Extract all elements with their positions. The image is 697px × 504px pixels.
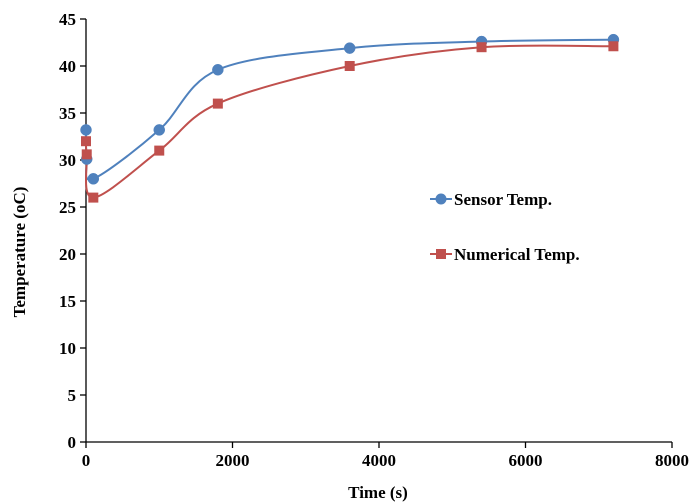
axes [85, 19, 672, 443]
data-point [87, 173, 100, 185]
data-point [154, 145, 165, 156]
x-tick-label: 0 [82, 451, 91, 470]
y-tick-label: 40 [59, 57, 76, 76]
x-tick-label: 8000 [655, 451, 689, 470]
legend-item: Numerical Temp. [430, 245, 580, 264]
legend-label: Numerical Temp. [454, 245, 580, 264]
y-tick-label: 5 [68, 386, 77, 405]
legend-marker [435, 193, 447, 205]
legend-label: Sensor Temp. [454, 190, 552, 209]
y-axis-ticks: 0 5 10 15 20 25 30 35 40 45 [59, 10, 86, 452]
y-tick-label: 45 [59, 10, 76, 29]
data-point [88, 192, 99, 203]
data-point [81, 149, 92, 160]
data-point [153, 124, 165, 136]
data-point [344, 61, 355, 71]
data-point [343, 42, 356, 54]
y-axis-title: Temperature (oC) [10, 187, 29, 318]
x-tick-label: 4000 [362, 451, 396, 470]
series-line-0 [84, 38, 614, 181]
x-axis-title: Time (s) [348, 483, 408, 502]
legend-marker [436, 249, 446, 259]
x-axis-ticks: 0 2000 4000 6000 8000 [82, 442, 689, 470]
series-points [80, 33, 620, 203]
y-tick-label: 15 [59, 292, 76, 311]
data-point [476, 42, 487, 53]
data-point [212, 98, 223, 109]
data-point [212, 64, 224, 76]
data-point [608, 41, 619, 52]
y-tick-label: 10 [59, 339, 76, 358]
data-point [81, 136, 91, 147]
y-tick-label: 25 [59, 198, 76, 217]
x-tick-label: 2000 [216, 451, 250, 470]
data-point [80, 124, 92, 136]
y-tick-label: 0 [68, 433, 77, 452]
y-tick-label: 20 [59, 245, 76, 264]
legend-item: Sensor Temp. [430, 190, 552, 209]
y-tick-label: 35 [59, 104, 76, 123]
legend: Sensor Temp. Numerical Temp. [430, 190, 580, 264]
y-tick-label: 30 [59, 151, 76, 170]
x-tick-label: 6000 [509, 451, 543, 470]
